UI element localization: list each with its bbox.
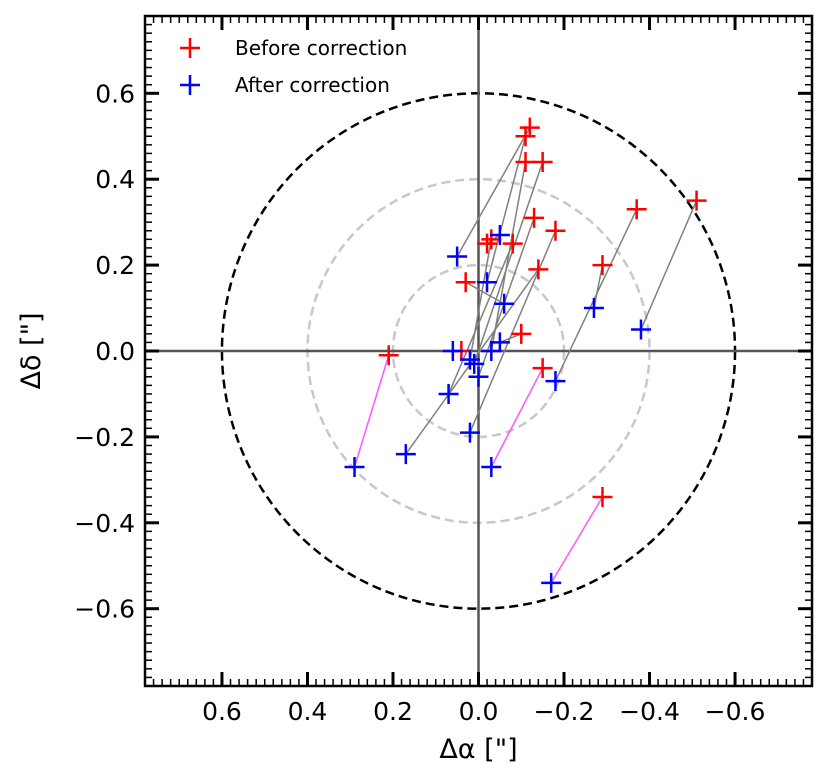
before-point-8 bbox=[481, 229, 502, 250]
y-tick-label: 0.4 bbox=[95, 165, 135, 194]
connector-17 bbox=[490, 367, 544, 468]
y-tick-label: 0.6 bbox=[95, 79, 135, 108]
connector-5 bbox=[469, 230, 557, 433]
y-tick-label: 0.2 bbox=[95, 251, 135, 280]
connector-16 bbox=[353, 355, 390, 468]
connector-18 bbox=[550, 496, 604, 584]
tick-labels: 0.6 0.4 0.2 0.0 −0.2 −0.4 −0.6 0.6 0.4 0.2 0.0 −0.2… bbox=[74, 79, 765, 726]
before-point-17 bbox=[592, 255, 613, 276]
after-point-12 bbox=[481, 456, 502, 477]
y-tick-label: 0.0 bbox=[95, 337, 135, 366]
after-point-0 bbox=[447, 246, 468, 267]
after-point-13 bbox=[395, 444, 416, 465]
correction-connectors bbox=[353, 127, 698, 584]
after-point-14 bbox=[344, 456, 365, 477]
x-tick-label: 0.4 bbox=[288, 697, 328, 726]
legend: Before correction After correction bbox=[180, 36, 407, 97]
x-tick-label: −0.2 bbox=[534, 697, 595, 726]
before-point-5 bbox=[545, 220, 566, 241]
x-tick-label: −0.4 bbox=[619, 697, 680, 726]
after-point-5 bbox=[481, 341, 502, 361]
after-point-7 bbox=[459, 349, 480, 370]
connector-8 bbox=[469, 239, 493, 360]
legend-label-1: After correction bbox=[235, 73, 390, 97]
connector-10 bbox=[465, 281, 505, 305]
before-point-0 bbox=[519, 117, 540, 138]
after-point-11 bbox=[459, 422, 480, 443]
before-point-9 bbox=[477, 233, 498, 254]
before-point-7 bbox=[502, 233, 523, 254]
connector-15 bbox=[593, 264, 604, 309]
legend-marker-0 bbox=[180, 38, 200, 58]
before-point-4 bbox=[524, 207, 545, 228]
connector-1 bbox=[486, 136, 527, 283]
after-point-1 bbox=[489, 225, 510, 246]
before-point-1 bbox=[515, 126, 536, 147]
after-point-3 bbox=[494, 293, 515, 314]
legend-marker-1 bbox=[180, 75, 200, 95]
connector-0 bbox=[456, 127, 531, 257]
before-point-3 bbox=[532, 152, 553, 173]
before-point-10 bbox=[455, 272, 476, 293]
x-tick-label: −0.6 bbox=[705, 697, 766, 726]
before-point-6 bbox=[528, 259, 549, 280]
y-tick-label: −0.4 bbox=[74, 509, 135, 538]
x-axis-label: Δα ["] bbox=[439, 734, 517, 765]
y-tick-label: −0.2 bbox=[74, 423, 135, 452]
connector-11 bbox=[499, 333, 522, 344]
after-point-10 bbox=[438, 383, 459, 404]
x-tick-label: 0.6 bbox=[202, 697, 242, 726]
connector-3 bbox=[473, 161, 544, 365]
y-axis-label: Δδ ["] bbox=[16, 312, 47, 389]
after-point-2 bbox=[477, 272, 498, 293]
before-point-11 bbox=[511, 323, 532, 344]
legend-label-0: Before correction bbox=[235, 36, 407, 60]
before-point-18 bbox=[592, 487, 613, 508]
before-point-13 bbox=[532, 358, 553, 379]
after-point-18 bbox=[541, 572, 562, 593]
after-point-15 bbox=[545, 371, 566, 392]
before-point-16 bbox=[686, 190, 707, 211]
before-point-15 bbox=[626, 199, 647, 220]
after-point-17 bbox=[630, 319, 651, 340]
x-tick-label: 0.0 bbox=[459, 697, 499, 726]
after-point-9 bbox=[468, 366, 489, 387]
connector-14 bbox=[640, 200, 698, 330]
connector-6 bbox=[405, 268, 539, 455]
connector-2 bbox=[490, 161, 527, 352]
after-point-4 bbox=[489, 332, 510, 353]
y-tick-label: −0.6 bbox=[74, 595, 135, 624]
before-point-2 bbox=[515, 152, 536, 173]
connector-7 bbox=[447, 243, 514, 395]
after-point-6 bbox=[442, 341, 463, 361]
after-point-16 bbox=[583, 298, 604, 319]
plot-frame bbox=[143, 14, 814, 688]
after-point-8 bbox=[464, 353, 485, 374]
data-points bbox=[344, 117, 707, 593]
x-tick-label: 0.2 bbox=[373, 697, 413, 726]
before-point-14 bbox=[378, 345, 399, 366]
